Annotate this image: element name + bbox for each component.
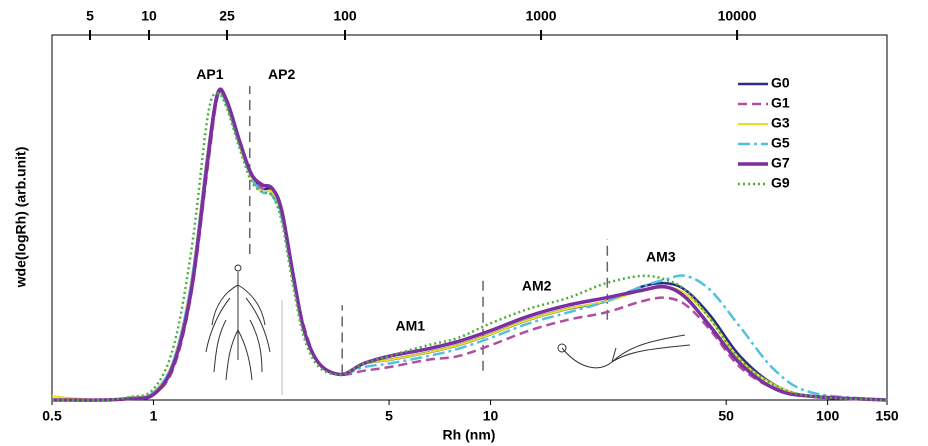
polymer-sketch [205,264,691,381]
legend-label: G3 [771,115,790,131]
x2-tick-label: 25 [219,8,235,24]
x2-tick-label: 10 [141,8,157,24]
annotation: AM1 [396,318,426,334]
series-line [51,87,888,402]
x-tick-label: 5 [385,408,393,424]
x2-tick-label: 5 [86,8,94,24]
x-tick-label: 150 [875,408,899,424]
annotation: AP2 [268,66,295,82]
annotation: AM2 [522,278,552,294]
x-axis-label: Rh (nm) [443,427,496,443]
x-tick-label: 100 [816,408,840,424]
annotation: AM3 [646,248,676,264]
y-axis-label: wde(logRh) (arb.unit) [13,147,29,289]
x2-tick-label: 100 [333,8,357,24]
x-tick-label: 10 [483,408,499,424]
x-tick-label: 1 [150,408,158,424]
annotation: AP1 [196,66,223,82]
legend-label: G1 [771,95,790,111]
legend-label: G5 [771,135,790,151]
series-line [51,92,888,402]
x2-tick-label: 1000 [525,8,556,24]
legend-label: G7 [771,155,790,171]
legend-label: G0 [771,75,790,91]
x-tick-label: 50 [718,408,734,424]
x2-tick-label: 10000 [718,8,757,24]
plot-frame [51,34,888,401]
legend-label: G9 [771,175,790,191]
x-tick-label: 0.5 [42,408,62,424]
